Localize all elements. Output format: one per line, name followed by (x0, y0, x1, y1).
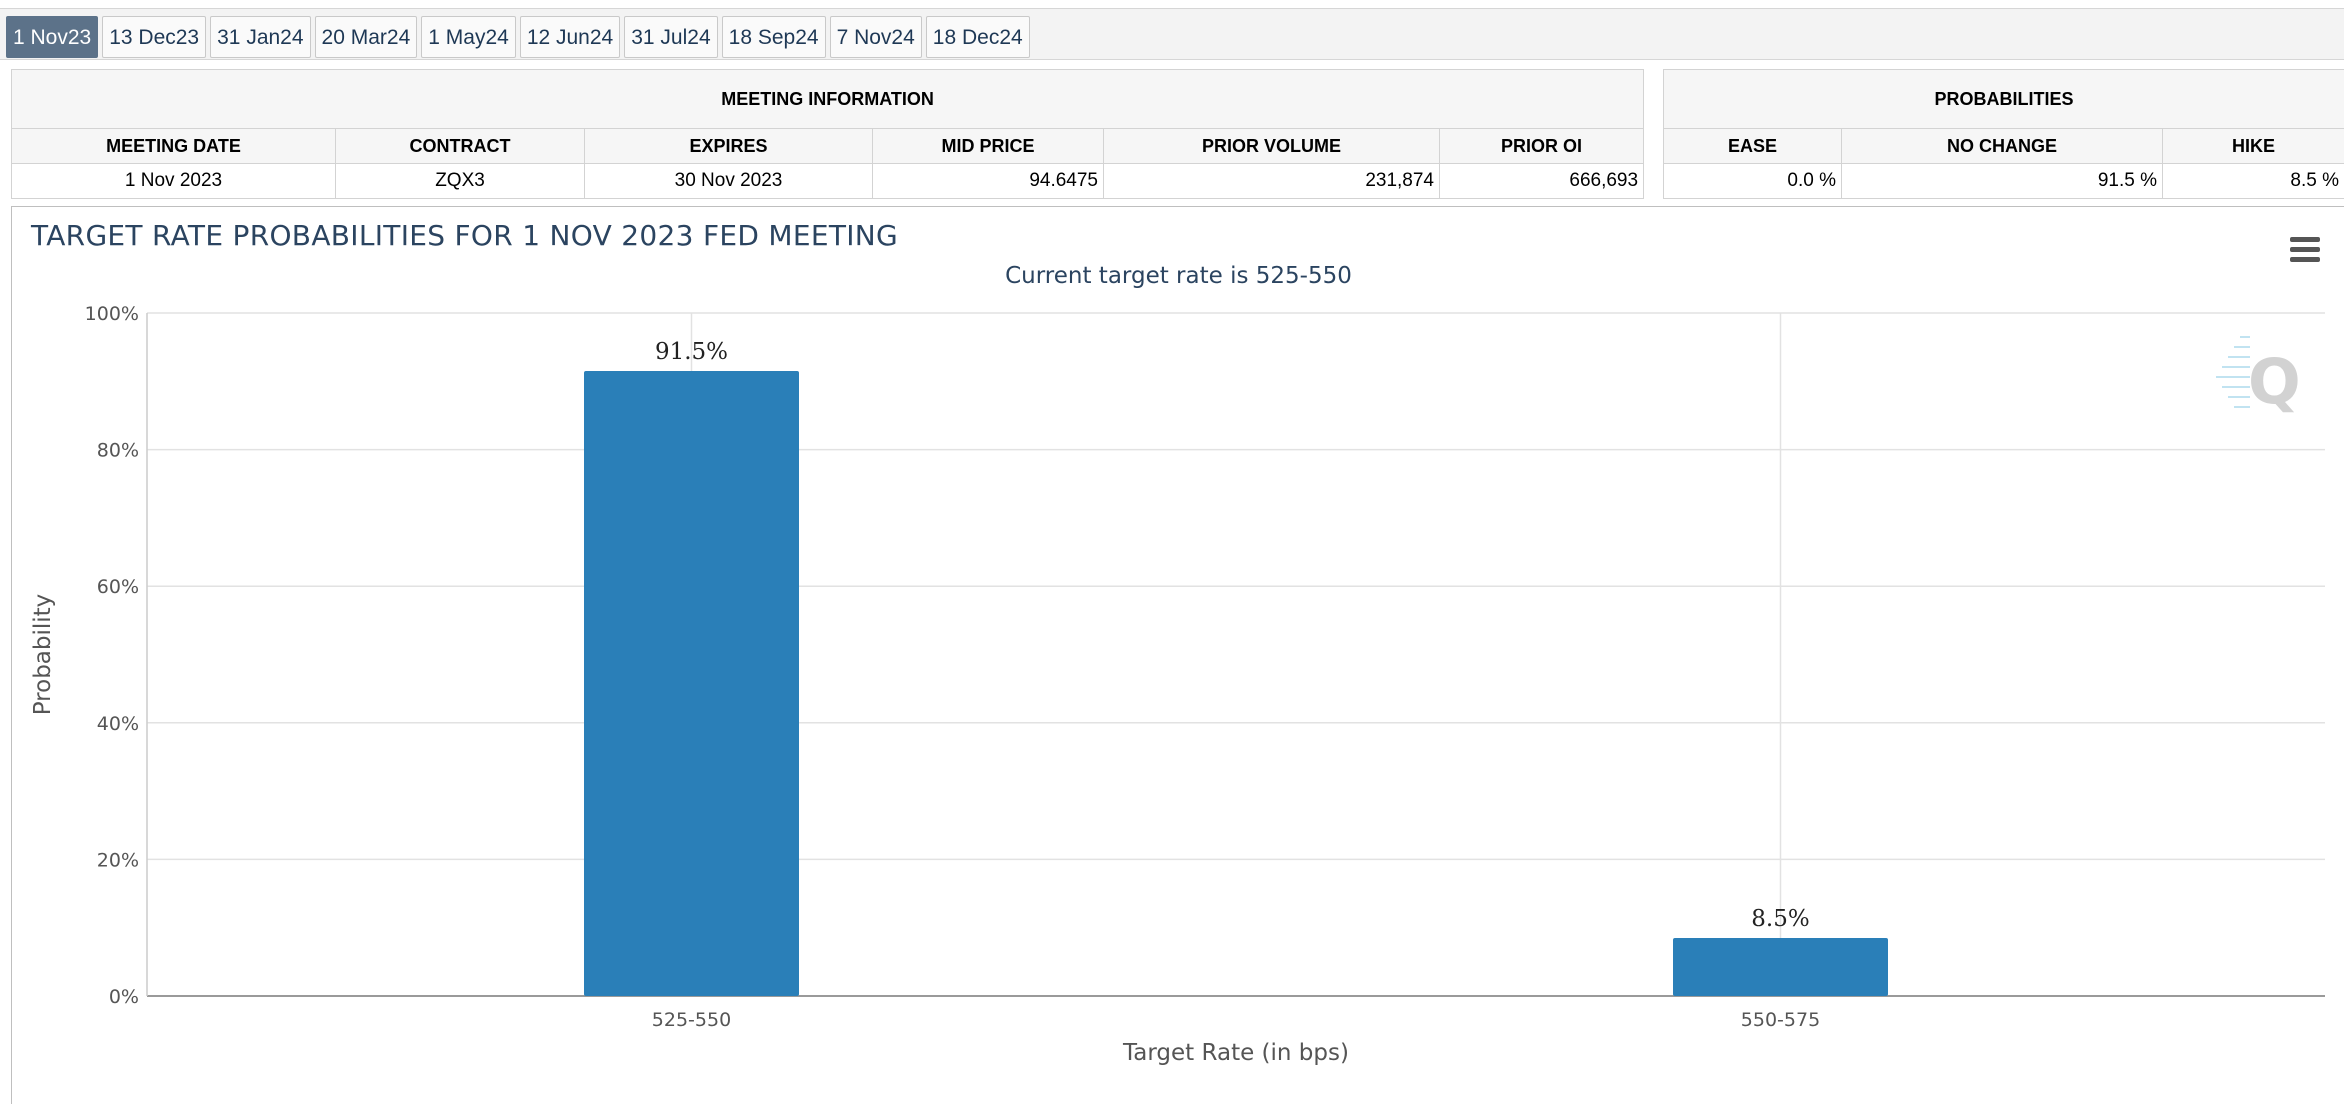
tab-7-nov24[interactable]: 7 Nov24 (829, 16, 922, 58)
x-tick-label: 525-550 (652, 1009, 731, 1031)
expires-header: EXPIRES (584, 128, 873, 164)
bar-525-550 (584, 371, 799, 996)
tab-31-jul24[interactable]: 31 Jul24 (624, 16, 718, 58)
prior-oi-value: 666,693 (1438, 163, 1645, 199)
expires-value: 30 Nov 2023 (584, 163, 873, 199)
no-change-value: 91.5 % (1841, 163, 2163, 199)
y-axis-title: Probability (30, 594, 56, 716)
meeting-date-value: 1 Nov 2023 (11, 163, 336, 199)
y-tick-label: 60% (97, 576, 139, 598)
tab-1-may24[interactable]: 1 May24 (421, 16, 516, 58)
hamburger-menu-icon[interactable] (2290, 237, 2320, 263)
bar-data-label: 91.5% (655, 339, 728, 365)
meeting-information-title: MEETING INFORMATION (10, 69, 1645, 129)
meeting-tab-bar: 1 Nov23 13 Dec23 31 Jan24 20 Mar24 1 May24 12… (0, 8, 2344, 60)
chart-title: TARGET RATE PROBABILITIES FOR 1 NOV 2023… (31, 219, 899, 252)
hike-header: HIKE (2161, 128, 2344, 164)
mid-price-header: MID PRICE (872, 128, 1104, 164)
hike-value: 8.5 % (2161, 163, 2344, 199)
prior-volume-value: 231,874 (1103, 163, 1440, 199)
y-tick-label: 100% (85, 303, 139, 325)
q-logo-icon: Q (2216, 336, 2301, 418)
tab-13-dec23[interactable]: 13 Dec23 (102, 16, 207, 58)
tab-12-jun24[interactable]: 12 Jun24 (519, 16, 621, 58)
tab-18-dec24[interactable]: 18 Dec24 (925, 16, 1030, 58)
meeting-date-header: MEETING DATE (11, 128, 336, 164)
prior-volume-header: PRIOR VOLUME (1103, 128, 1440, 164)
tab-18-sep24[interactable]: 18 Sep24 (721, 16, 826, 58)
x-axis-title: Target Rate (in bps) (1122, 1040, 1349, 1066)
no-change-header: NO CHANGE (1841, 128, 2163, 164)
y-tick-label: 40% (97, 713, 139, 735)
bar-data-label: 8.5% (1751, 906, 1809, 932)
ease-value: 0.0 % (1663, 163, 1842, 199)
svg-text:Q: Q (2248, 345, 2301, 418)
y-tick-label: 0% (109, 986, 139, 1008)
tab-1-nov23[interactable]: 1 Nov23 (6, 16, 99, 58)
tab-20-mar24[interactable]: 20 Mar24 (314, 16, 418, 58)
meeting-information-table: MEETING INFORMATION MEETING DATE CONTRAC… (10, 69, 1645, 199)
probabilities-table: PROBABILITIES EASE NO CHANGE HIKE 0.0 % … (1662, 69, 2344, 199)
contract-header: CONTRACT (335, 128, 585, 164)
ease-header: EASE (1663, 128, 1842, 164)
contract-value: ZQX3 (335, 163, 585, 199)
bar-550-575 (1673, 937, 1888, 996)
x-tick-label: 550-575 (1741, 1009, 1820, 1031)
target-rate-chart-panel: TARGET RATE PROBABILITIES FOR 1 NOV 2023… (11, 206, 2344, 1104)
y-tick-label: 20% (97, 849, 139, 871)
tab-31-jan24[interactable]: 31 Jan24 (210, 16, 311, 58)
meeting-tabs: 1 Nov23 13 Dec23 31 Jan24 20 Mar24 1 May24 12… (6, 16, 1034, 58)
mid-price-value: 94.6475 (872, 163, 1104, 199)
prior-oi-header: PRIOR OI (1438, 128, 1645, 164)
probabilities-title: PROBABILITIES (1662, 69, 2344, 129)
target-rate-bar-chart: Q 0% 20% 40% 60% 80% 100% 91.5% 525-550 8.5% 550-… (30, 303, 2325, 1066)
chart-subtitle: Current target rate is 525-550 (1005, 263, 1352, 289)
y-tick-label: 80% (97, 440, 139, 462)
